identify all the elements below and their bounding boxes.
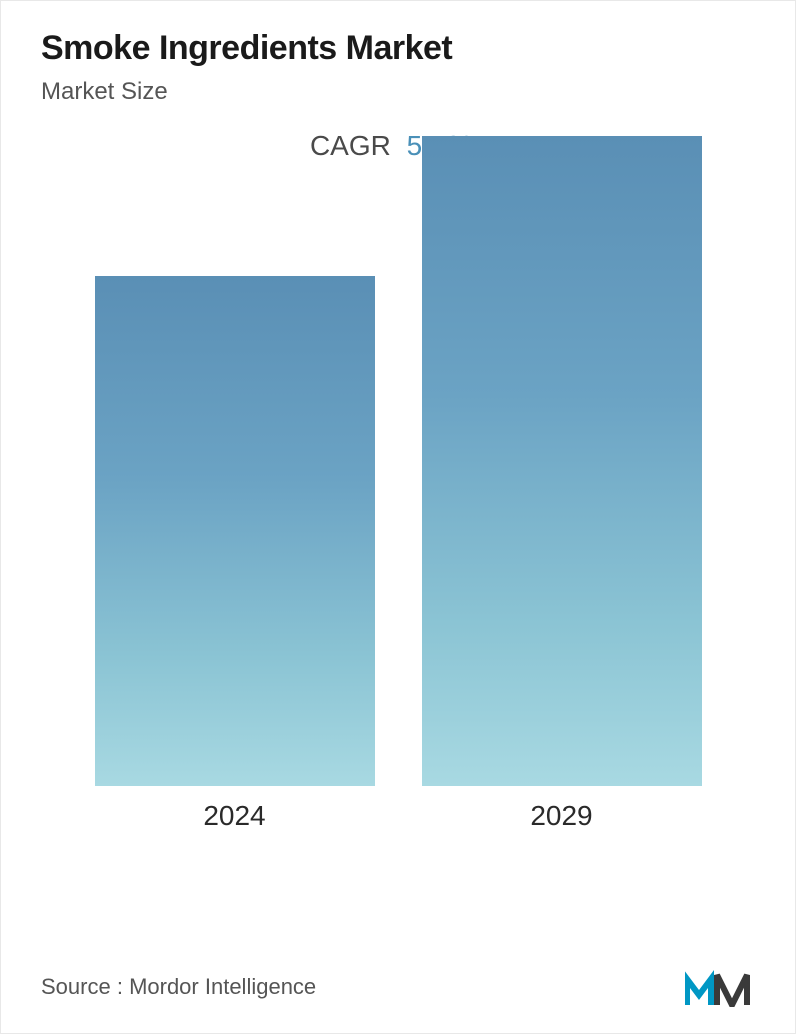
bar-group-2029: 2029: [422, 136, 702, 832]
chart-title: Smoke Ingredients Market: [41, 29, 755, 68]
chart-footer: Source : Mordor Intelligence: [41, 967, 755, 1007]
source-text: Source : Mordor Intelligence: [41, 974, 316, 1000]
source-label: Source :: [41, 974, 123, 999]
bars-container: 2024 2029: [41, 172, 755, 832]
source-value: Mordor Intelligence: [129, 974, 316, 999]
cagr-label: CAGR: [310, 130, 391, 161]
bar-group-2024: 2024: [95, 276, 375, 832]
bar-2024: [95, 276, 375, 786]
bar-label-2024: 2024: [203, 800, 265, 832]
chart-subtitle: Market Size: [41, 78, 755, 106]
mordor-logo-icon: [685, 967, 755, 1007]
bar-label-2029: 2029: [530, 800, 592, 832]
bar-2029: [422, 136, 702, 786]
chart-area: 2024 2029: [1, 172, 795, 892]
